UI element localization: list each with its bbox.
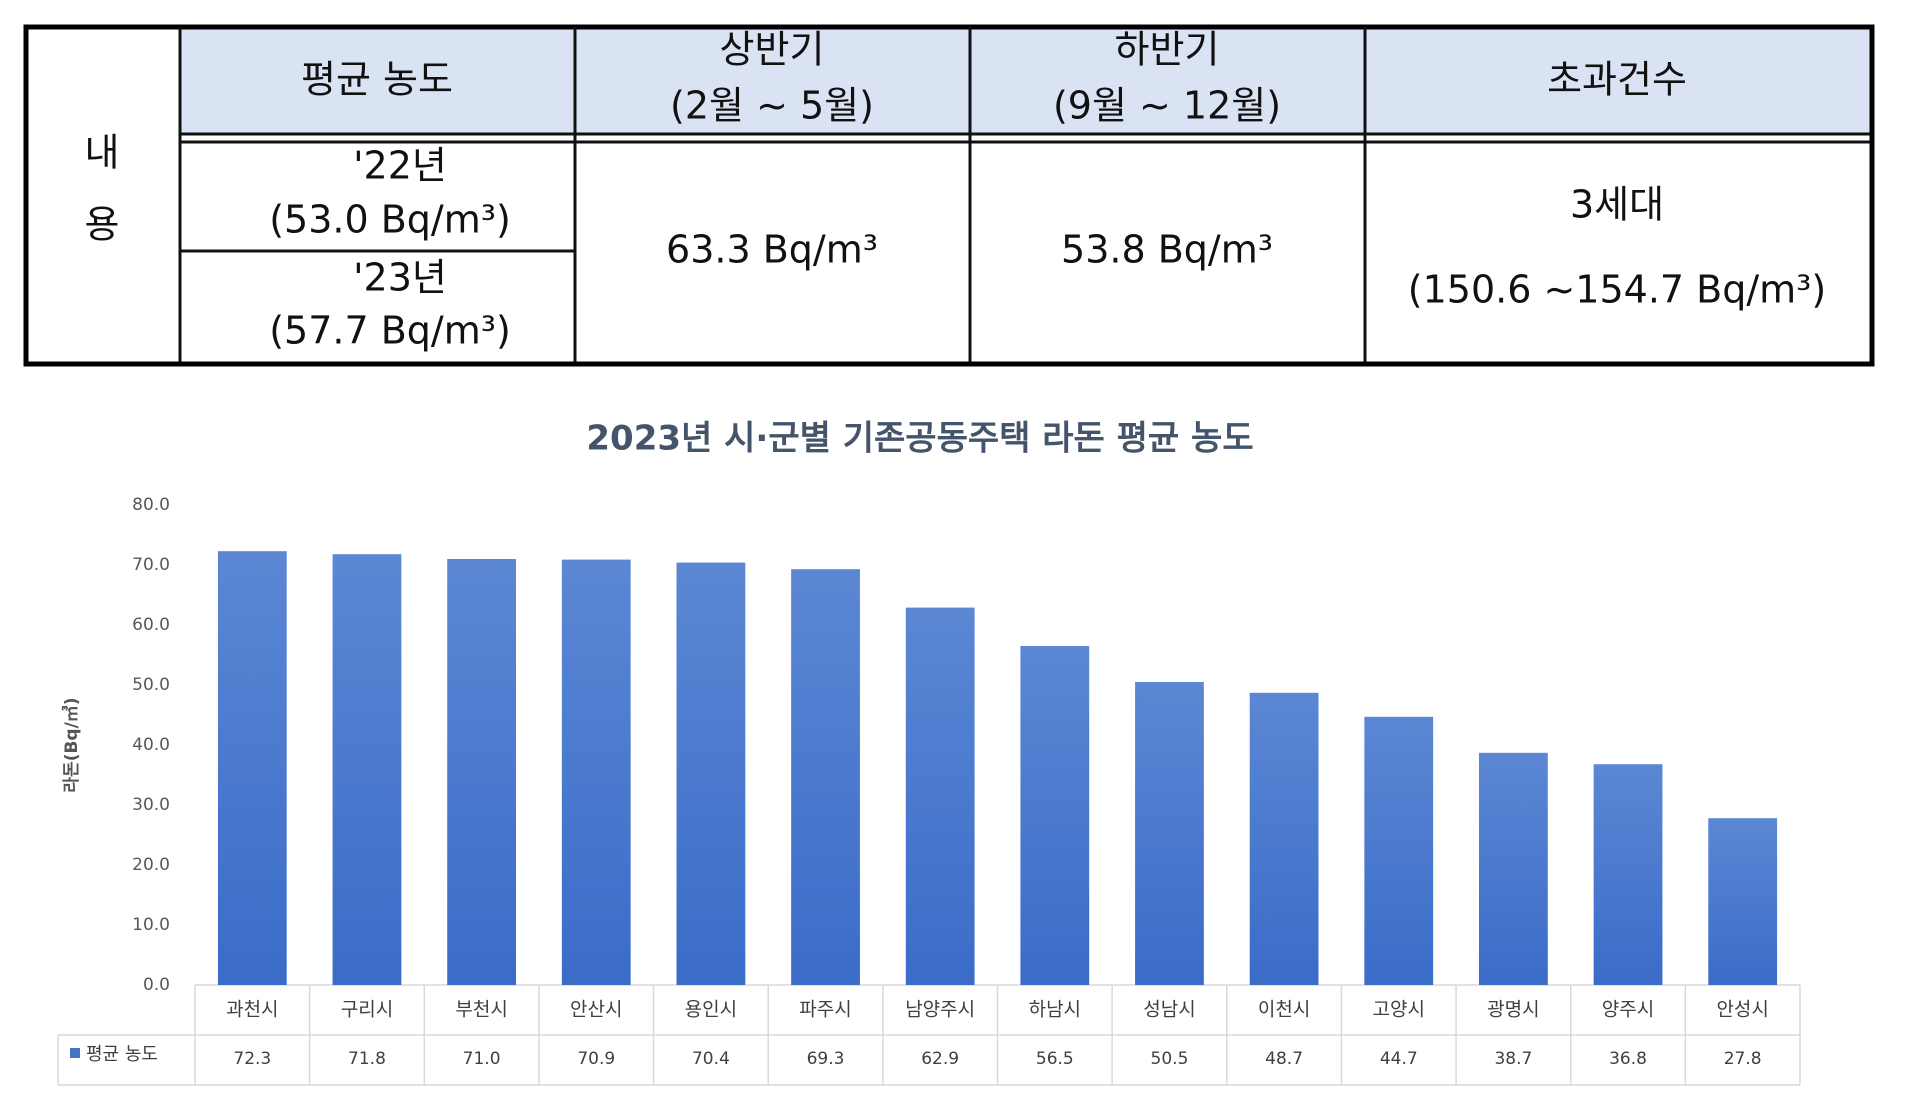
value-label: 44.7 (1380, 1049, 1418, 1069)
cell: (150.6 ~154.7 Bq/m³) (1408, 268, 1826, 312)
bar (791, 569, 860, 985)
x-tick-label: 구리시 (341, 999, 393, 1021)
header-cell: 평균 농도 (301, 58, 453, 102)
legend-swatch (70, 1048, 80, 1058)
value-label: 48.7 (1265, 1049, 1303, 1069)
chart-title: 2023년 시·군별 기존공동주택 라돈 평균 농도 (586, 419, 1253, 459)
y-tick-label: 10.0 (132, 915, 170, 935)
value-label: 38.7 (1494, 1049, 1532, 1069)
side-label: 용 (85, 203, 120, 247)
x-tick-label: 고양시 (1373, 999, 1425, 1021)
bar (217, 551, 287, 985)
x-tick-label: 과천시 (226, 999, 278, 1021)
y-tick-label: 80.0 (132, 495, 170, 515)
legend-label: 평균 농도 (86, 1044, 158, 1065)
bar (676, 562, 746, 985)
y-tick-label: 70.0 (132, 555, 170, 575)
bar (447, 559, 516, 985)
cell: (53.0 Bq/m³) (269, 198, 511, 242)
value-label: 71.0 (463, 1049, 501, 1069)
x-tick-label: 광명시 (1487, 999, 1539, 1021)
x-tick-label: 안성시 (1716, 999, 1768, 1021)
bar (905, 607, 975, 985)
side-label: 내 (85, 131, 120, 175)
header-cell: 상반기 (720, 28, 825, 72)
x-tick-label: 남양주시 (905, 999, 975, 1021)
y-tick-label: 50.0 (132, 675, 170, 695)
bar (1708, 818, 1778, 985)
value-label: 36.8 (1609, 1049, 1647, 1069)
header-cell: (9월 ~ 12월) (1053, 84, 1281, 128)
y-tick-label: 40.0 (132, 735, 170, 755)
value-label: 69.3 (807, 1049, 845, 1069)
cell: 63.3 Bq/m³ (666, 228, 878, 272)
table-border (23, 24, 1875, 367)
y-tick-label: 0.0 (143, 975, 170, 995)
bar (1479, 752, 1548, 985)
value-label: 72.3 (233, 1049, 271, 1069)
y-axis-label: 라돈(Bq/㎥) (61, 697, 82, 792)
bar (1020, 646, 1090, 985)
cell: '23년 (353, 256, 447, 300)
x-tick-label: 부천시 (455, 999, 507, 1021)
value-label: 56.5 (1036, 1049, 1074, 1069)
cell: '22년 (353, 144, 447, 188)
bar (332, 554, 402, 985)
bar (561, 559, 631, 985)
header-cell: (2월 ~ 5월) (670, 84, 874, 128)
value-label: 62.9 (921, 1049, 959, 1069)
x-tick-label: 양주시 (1602, 999, 1654, 1021)
info-table: 내 용 평균 농도 상반기 (2월 ~ 5월) 하반기 (9월 ~ 12월) 초… (23, 24, 1875, 367)
y-tick-label: 20.0 (132, 855, 170, 875)
bar (1593, 764, 1663, 985)
header-bg (180, 27, 1870, 135)
x-tick-label: 용인시 (685, 999, 737, 1021)
value-label: 70.4 (692, 1049, 730, 1069)
x-tick-label: 파주시 (799, 999, 851, 1021)
value-label: 50.5 (1151, 1049, 1189, 1069)
cell: (57.7 Bq/m³) (269, 309, 511, 353)
cell: 3세대 (1570, 183, 1664, 227)
cell: 53.8 Bq/m³ (1061, 228, 1273, 272)
bar (1249, 692, 1319, 985)
value-label: 27.8 (1724, 1049, 1762, 1069)
x-tick-label: 성남시 (1143, 999, 1195, 1021)
y-tick-label: 30.0 (132, 795, 170, 815)
header-cell: 하반기 (1115, 28, 1220, 72)
bar (1135, 682, 1204, 985)
value-label: 71.8 (348, 1049, 386, 1069)
y-tick-label: 60.0 (132, 615, 170, 635)
value-label: 70.9 (577, 1049, 615, 1069)
header-cell: 초과건수 (1547, 58, 1687, 102)
bar (1364, 716, 1434, 985)
x-tick-label: 이천시 (1258, 999, 1310, 1021)
x-tick-label: 하남시 (1029, 999, 1081, 1021)
x-tick-label: 안산시 (570, 999, 622, 1021)
